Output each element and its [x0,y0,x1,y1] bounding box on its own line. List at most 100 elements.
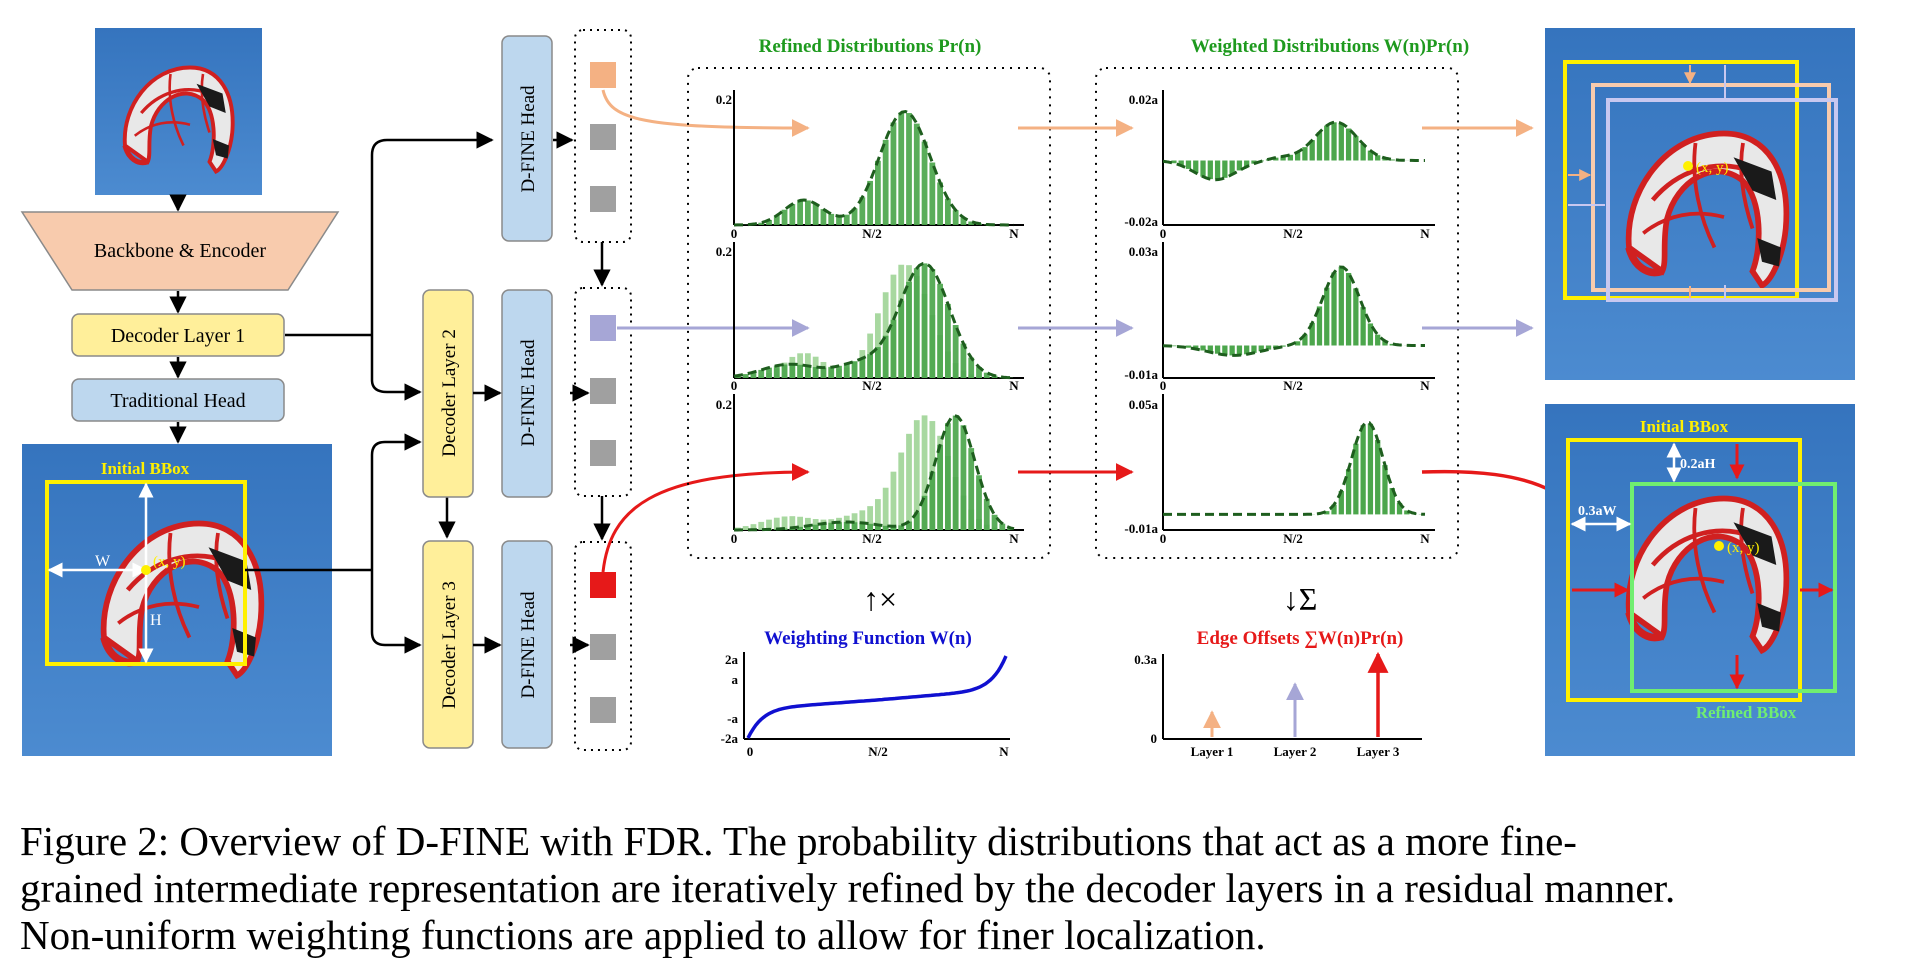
svg-text:0: 0 [731,226,738,241]
svg-text:0: 0 [731,531,738,546]
refined-bar [952,415,959,530]
refined-bar [836,365,842,378]
refined-bar [913,123,920,225]
width-label: W [95,553,111,570]
svg-text:0: 0 [1160,226,1167,241]
refined-bar [742,374,749,378]
svg-text:a: a [732,672,739,687]
refined-curve [733,109,1014,227]
refined-bar [781,364,788,378]
refined-bar [820,367,827,378]
refined-bar [820,209,827,225]
refined-prev-bar [789,516,796,530]
refined-prev-bar [797,516,803,530]
svg-text:0: 0 [731,378,738,393]
refined-bar [952,210,959,225]
multiply-symbol: ↑× [863,581,897,617]
svg-text:0.02a: 0.02a [1129,92,1159,107]
decoder-layer-3-box: Decoder Layer 3 [422,540,474,749]
pipeline-connectors [245,131,611,654]
refined-prev-bar [875,499,881,530]
weighted-bar [1229,345,1235,356]
refined-bar [890,526,897,530]
weighted-bar [1324,125,1330,161]
svg-text:-a: -a [727,711,738,726]
arrow-layer1-token [601,89,810,137]
refined-bar [812,203,819,225]
refined-bar [805,525,811,530]
refined-bar [851,522,858,530]
svg-text:0.2: 0.2 [716,92,732,107]
refined-bar [945,198,951,225]
svg-text:D-FINE Head: D-FINE Head [518,85,539,193]
weighted-bar [1338,266,1344,346]
refined-bar [875,524,881,530]
weighted-bar [1345,469,1352,515]
decoder-layer-1-box: Decoder Layer 1 [71,313,285,357]
arrow-layer3-token [601,463,810,573]
refined-prev-bar [766,519,772,530]
refined-bar [952,325,959,378]
offset-h-label: 0.2aH [1680,457,1716,472]
refined-distributions-title: Refined Distributions Pr(n) [759,36,982,57]
weighted-bar [1309,140,1315,161]
refined-bar [913,512,920,530]
weighted-bar [1236,160,1243,171]
weighted-bar [1345,272,1352,346]
refined-bar [843,214,850,225]
svg-text:0.2: 0.2 [716,244,732,259]
refined-bar [781,209,788,225]
refined-bar [758,369,765,378]
weighted-bar [1214,160,1221,180]
refined-bar [983,498,990,530]
weighted-bar [1171,160,1177,164]
svg-text:0: 0 [1160,378,1167,393]
input-image [95,28,262,195]
weighted-bar [1207,345,1213,353]
weighted-bar [1353,136,1359,161]
refined-prev-bar [773,517,780,530]
backbone-encoder-box: Backbone & Encoder [20,211,340,291]
weighted-bar [1360,307,1366,346]
refined-bar [766,367,772,378]
refined-bar [945,423,951,530]
weighted-bar [1375,155,1381,161]
refined-curve [734,413,1015,532]
refined-bar [797,200,803,225]
center-label: (x, y) [153,554,186,570]
svg-text:N: N [1420,226,1430,241]
refined-bar [999,523,1006,530]
refined-prev-bar [882,487,889,530]
refined-curve [733,261,1015,380]
refined-bar [805,365,811,378]
refined-bar [945,303,951,378]
initial-bbox-image: Initial BBox W H (x, y) [22,444,332,756]
refined-prev-bar [906,433,912,530]
refined-bar [960,425,967,530]
weighted-bar [1324,511,1330,515]
figure: Backbone & Encoder Decoder Layer 1 Tradi… [20,28,1855,759]
weighted-bar [1244,345,1250,355]
refined-bar [929,471,936,530]
weighted-bar [1396,503,1403,515]
refined-bar [898,300,905,378]
svg-text:2a: 2a [725,652,739,667]
svg-text:0: 0 [1151,731,1158,746]
refined-prev-bar [882,292,889,378]
weighted-bar [1295,152,1301,161]
traditional-head-box: Traditional Head [71,378,285,422]
figure-caption: Figure 2: Overview of D-FINE with FDR. T… [20,818,1900,959]
weighted-bar [1214,345,1221,354]
svg-text:Layer 1: Layer 1 [1191,744,1234,759]
refined-bar [921,495,928,530]
refined-bar [859,358,866,378]
refined-bar [906,113,912,225]
weighted-bar [1367,423,1374,515]
refined-bar [960,217,967,225]
weighted-bar [1345,128,1352,161]
svg-text:N: N [1420,378,1430,393]
weighted-bar [1236,345,1243,356]
refined-bar [976,367,982,378]
svg-text:N/2: N/2 [1283,226,1303,241]
refined-bar [890,122,897,225]
